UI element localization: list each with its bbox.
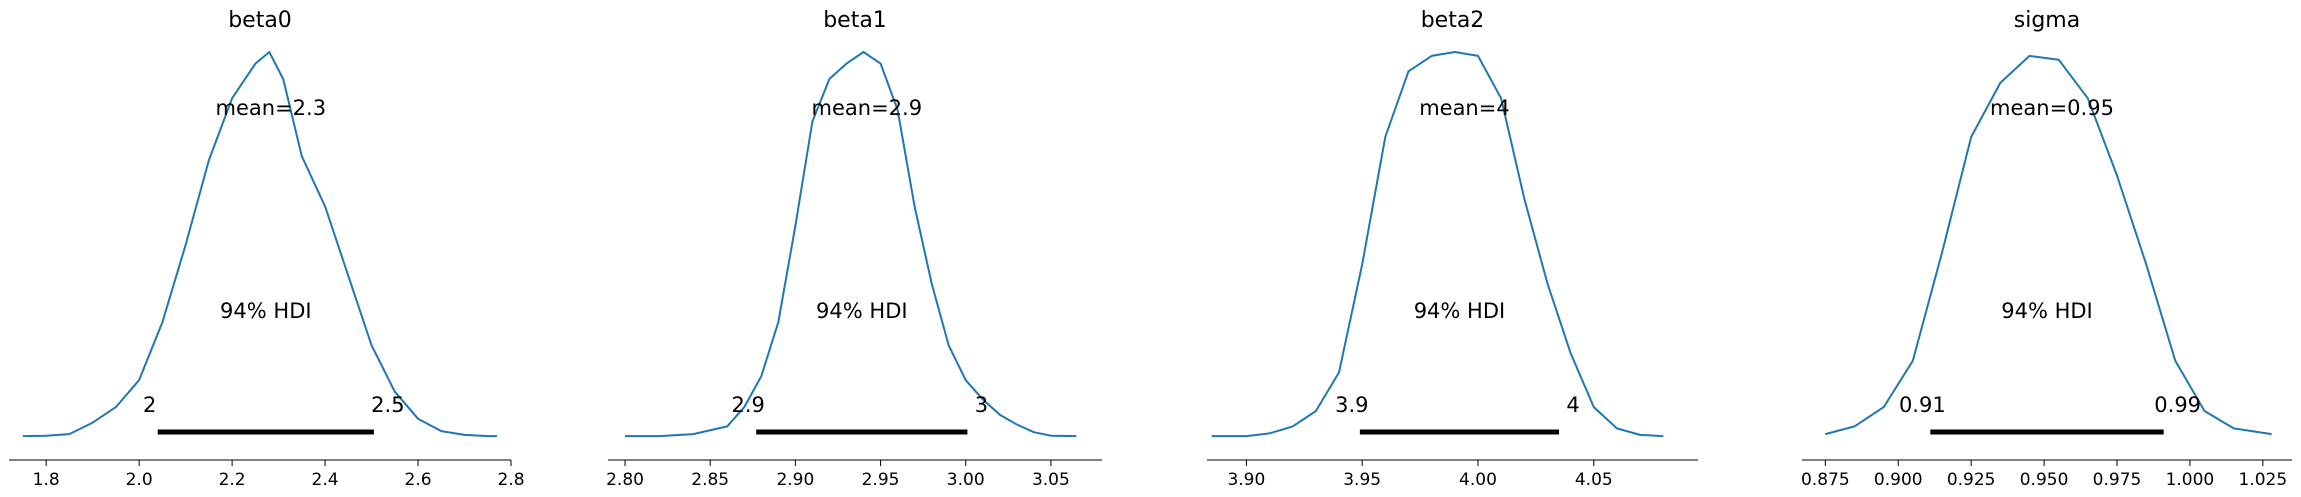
hdi-label: 94% HDI (220, 299, 312, 323)
panel-title: beta0 (228, 8, 292, 33)
x-tick-label: 1.000 (2166, 470, 2215, 490)
x-tick-label: 3.05 (1032, 470, 1070, 490)
x-tick-label: 4.00 (1459, 470, 1497, 490)
density-line (1825, 54, 2272, 436)
hdi-label: 94% HDI (2001, 299, 2093, 323)
panel-beta2: beta2 3.90 3.95 4.00 4.05 3.9 4 94% HDI mean=4 (1207, 8, 1698, 490)
hdi-label: 94% HDI (816, 299, 908, 323)
x-tick-label: 3.00 (947, 470, 985, 490)
x-tick-label: 4.05 (1575, 470, 1613, 490)
x-tick-label: 0.950 (2020, 470, 2069, 490)
x-tick-label: 2.95 (862, 470, 900, 490)
panel-beta1: beta1 2.80 2.85 2.90 2.95 3.00 3.05 2.9 3 94% HDI… (606, 8, 1102, 490)
x-tick-label: 1.8 (33, 470, 60, 490)
panel-title: beta2 (1421, 8, 1485, 33)
x-tick-label: 3.90 (1227, 470, 1265, 490)
mean-label: mean=0.95 (1990, 96, 2114, 120)
x-tick-label: 2.0 (126, 470, 153, 490)
density-line (625, 51, 1077, 438)
hdi-low-label: 0.91 (1899, 393, 1946, 417)
mean-label: mean=2.9 (812, 96, 923, 120)
panel-beta0: beta0 1.8 2.0 2.2 2.4 2.6 2.8 2 2.5 94% HDI mean=2… (9, 8, 525, 490)
hdi-low-label: 3.9 (1335, 393, 1368, 417)
x-tick-label: 1.025 (2238, 470, 2287, 490)
density-line (1211, 51, 1664, 438)
hdi-low-label: 2 (143, 393, 156, 417)
mean-label: mean=4 (1419, 96, 1510, 120)
x-tick-label: 2.85 (691, 470, 729, 490)
x-tick-label: 2.4 (312, 470, 339, 490)
hdi-low-label: 2.9 (731, 393, 764, 417)
hdi-label: 94% HDI (1414, 299, 1506, 323)
x-tick-label: 2.80 (606, 470, 644, 490)
mean-label: mean=2.3 (216, 96, 327, 120)
density-line (22, 51, 498, 438)
hdi-high-label: 4 (1566, 393, 1579, 417)
hdi-high-label: 3 (975, 393, 988, 417)
x-tick-label: 2.90 (776, 470, 814, 490)
panel-title: beta1 (823, 8, 887, 33)
x-tick-label: 0.875 (1801, 470, 1850, 490)
x-tick-label: 0.900 (1874, 470, 1923, 490)
x-tick-label: 0.975 (2093, 470, 2142, 490)
x-tick-label: 2.6 (405, 470, 432, 490)
x-tick-label: 0.925 (1947, 470, 1996, 490)
panel-sigma: sigma 0.875 0.900 0.925 0.950 0.975 1.000 1.025… (1801, 8, 2292, 490)
hdi-high-label: 0.99 (2154, 393, 2201, 417)
x-tick-label: 3.95 (1343, 470, 1381, 490)
x-tick-label: 2.2 (219, 470, 246, 490)
hdi-high-label: 2.5 (371, 393, 404, 417)
x-tick-label: 2.8 (497, 470, 524, 490)
panel-title: sigma (2014, 8, 2080, 33)
